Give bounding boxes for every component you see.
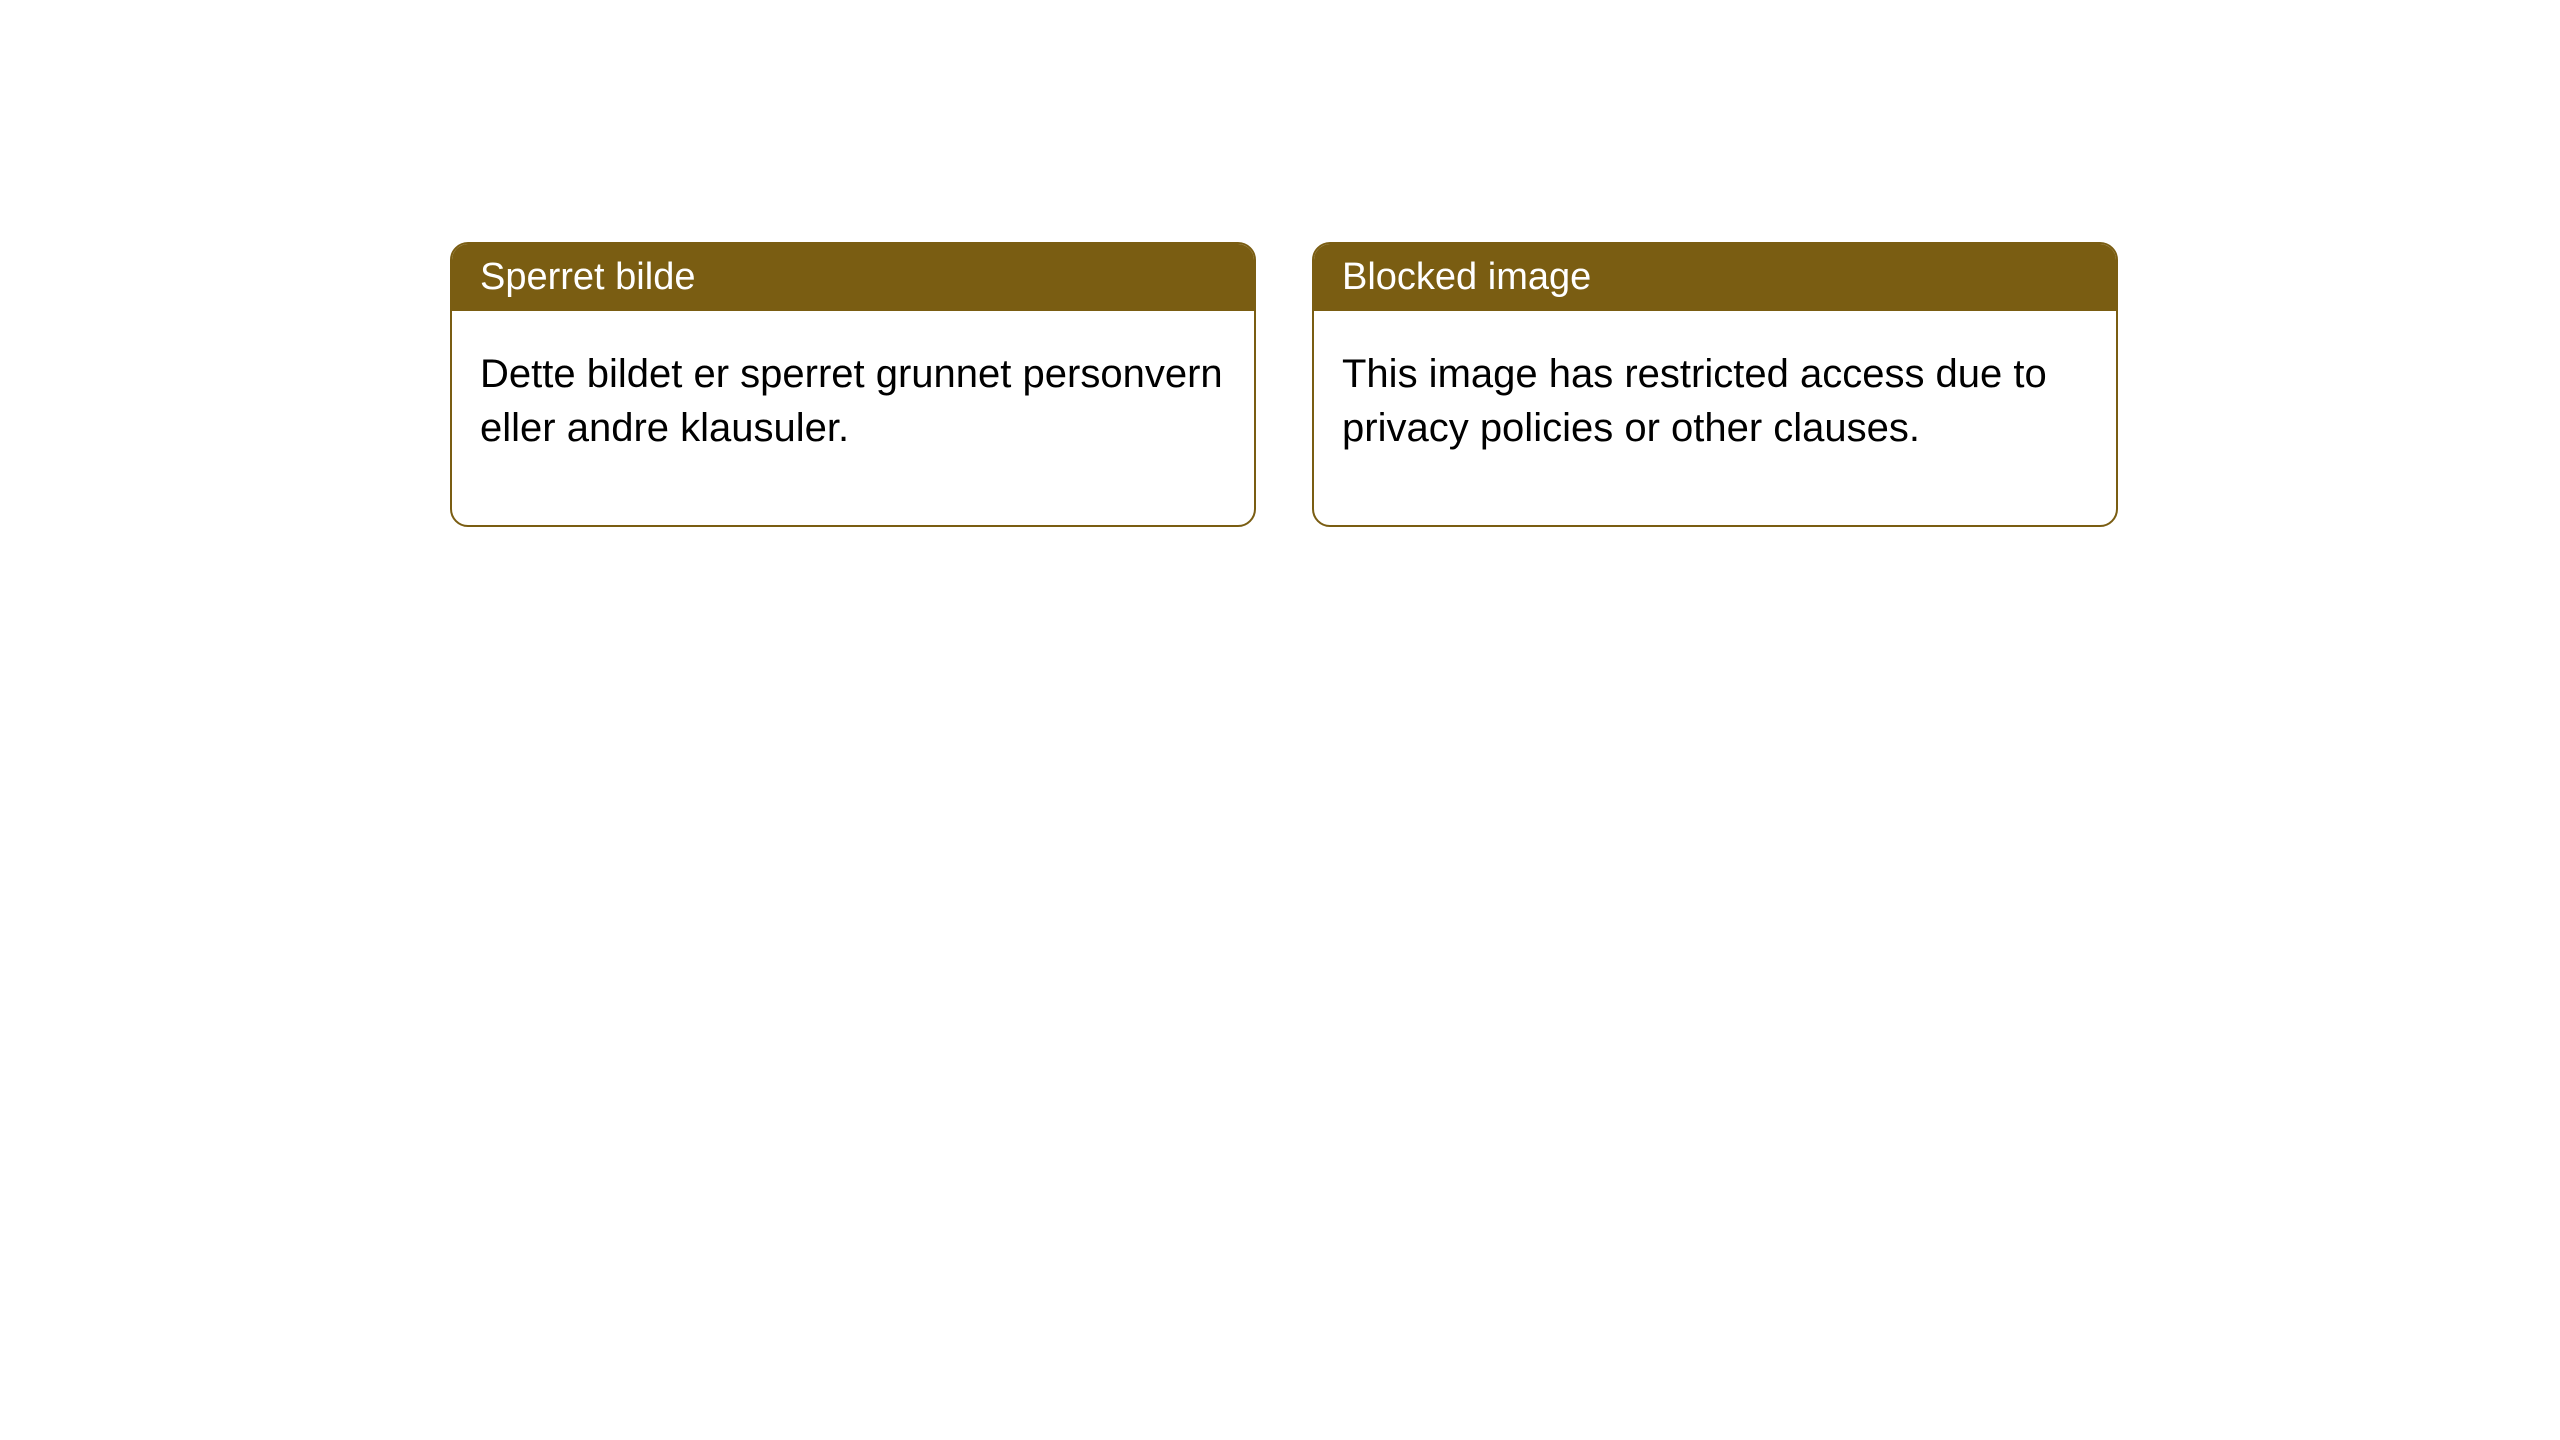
notice-body: This image has restricted access due to … — [1314, 311, 2116, 525]
notice-card-english: Blocked image This image has restricted … — [1312, 242, 2118, 527]
notice-header: Blocked image — [1314, 244, 2116, 311]
notice-cards-container: Sperret bilde Dette bildet er sperret gr… — [450, 242, 2118, 527]
notice-title: Sperret bilde — [480, 256, 695, 298]
notice-body-text: Dette bildet er sperret grunnet personve… — [480, 352, 1223, 450]
notice-body: Dette bildet er sperret grunnet personve… — [452, 311, 1254, 525]
notice-header: Sperret bilde — [452, 244, 1254, 311]
notice-card-norwegian: Sperret bilde Dette bildet er sperret gr… — [450, 242, 1256, 527]
notice-body-text: This image has restricted access due to … — [1342, 352, 2047, 450]
notice-title: Blocked image — [1342, 256, 1591, 298]
